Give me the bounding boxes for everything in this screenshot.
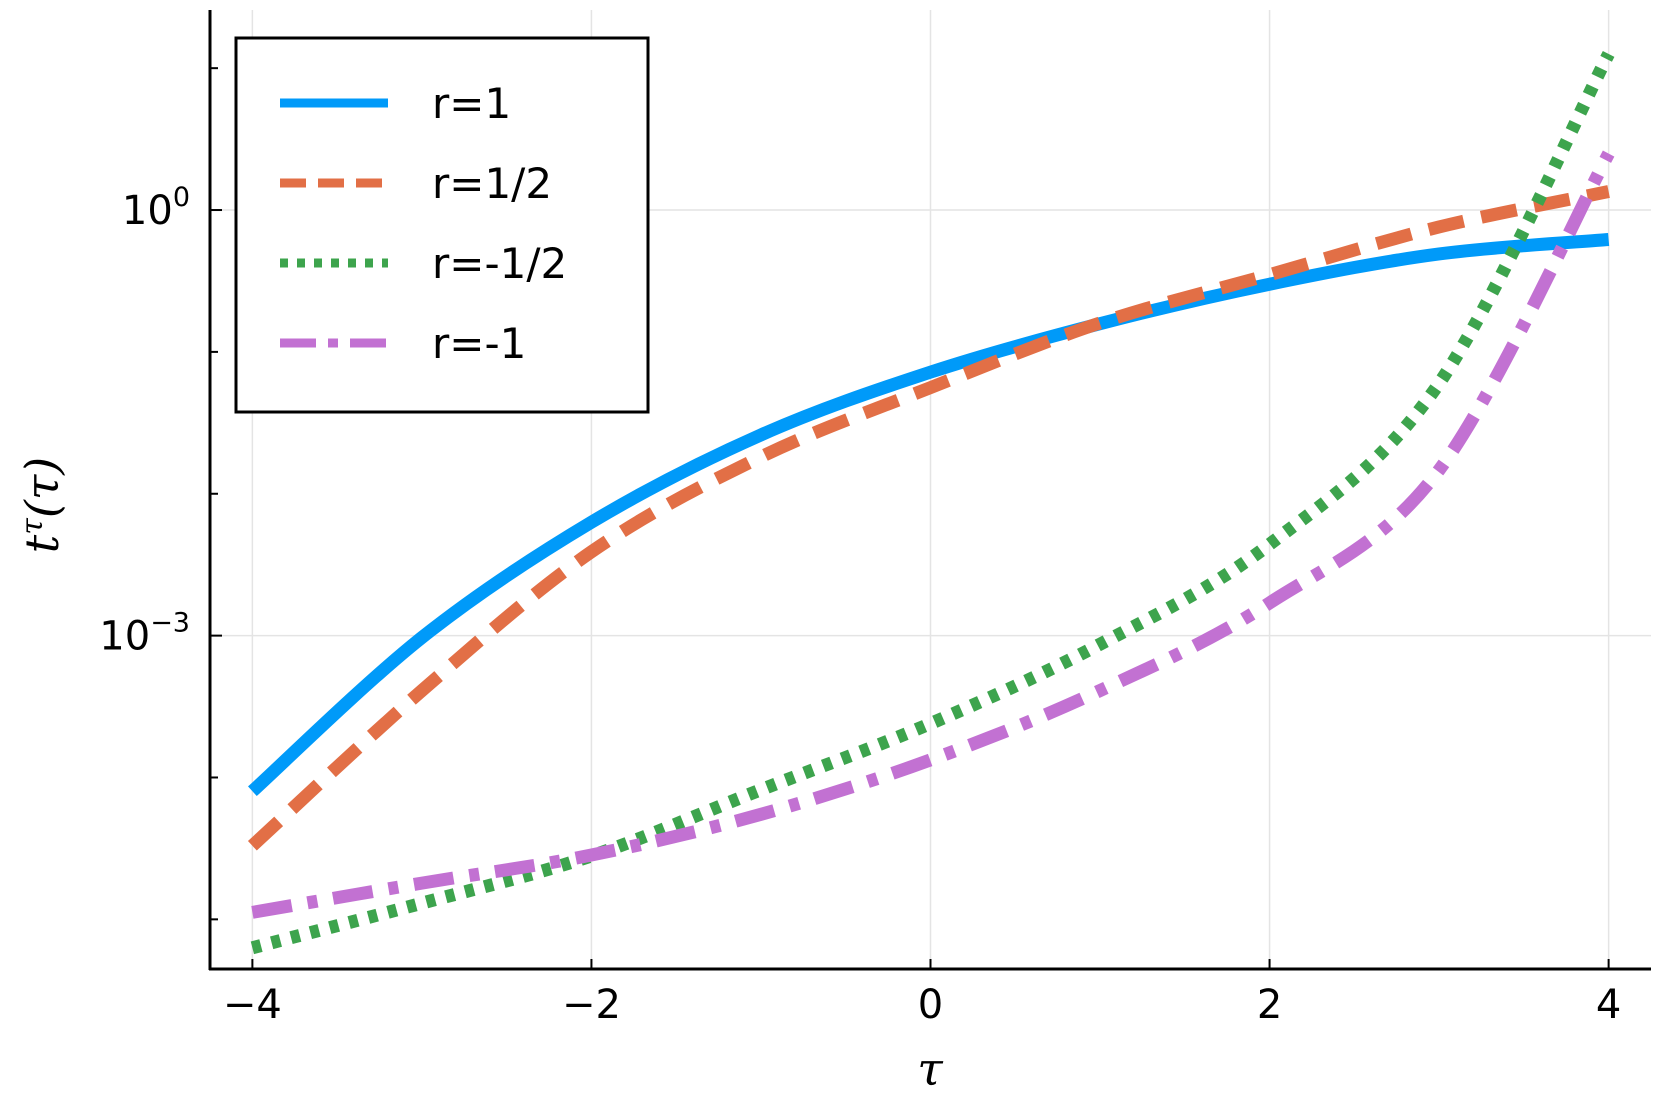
legend-label: r=-1	[432, 319, 526, 368]
legend-label: r=1	[432, 79, 511, 128]
series-line-1	[248, 233, 1610, 797]
y-tick-label-base: 10	[122, 188, 173, 234]
y-tick-label-exponent: −3	[150, 608, 190, 639]
legend-label: r=1/2	[432, 159, 552, 208]
x-tick-label: −2	[562, 982, 621, 1028]
series-line-2	[247, 185, 1610, 851]
x-tick-label: 0	[918, 982, 943, 1028]
series-line-3	[250, 50, 1615, 955]
legend-entries: r=1 r=1/2 r=-1/2 r=-1	[280, 79, 567, 368]
y-tick-label: 100	[122, 182, 190, 234]
y-axis-title-base: t	[15, 534, 69, 553]
x-axis-title: τ	[917, 1042, 944, 1096]
x-tick-label: 2	[1257, 982, 1282, 1028]
y-tick-label-base: 10	[99, 614, 150, 660]
legend-label: r=-1/2	[432, 239, 567, 288]
x-tick-label: −4	[223, 982, 282, 1028]
legend: r=1 r=1/2 r=-1/2 r=-1	[234, 36, 650, 414]
plot-series	[247, 50, 1615, 955]
y-tick-label: 10−3	[99, 608, 190, 660]
y-axis-title: tτ(τ)	[15, 457, 69, 553]
y-axis-title-sup: τ	[15, 518, 50, 535]
axes	[208, 10, 1651, 971]
y-axis-title-tail: (τ)	[15, 457, 69, 518]
y-tick-label-exponent: 0	[173, 182, 190, 213]
x-tick-label: 4	[1596, 982, 1621, 1028]
